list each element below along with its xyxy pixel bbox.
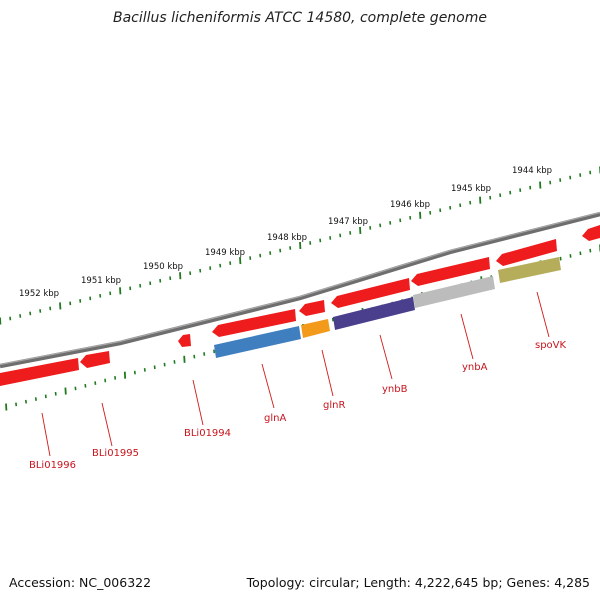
gene-upper-2[interactable] [299, 300, 325, 316]
forward-strand-genes [0, 257, 561, 386]
genome-summary-text: Topology: circular; Length: 4,222,645 bp… [246, 575, 590, 590]
gene-label-BLi01994[interactable]: BLi01994 [184, 428, 231, 439]
leader-BLi01994 [192, 379, 204, 426]
genome-backbone [0, 211, 600, 369]
gene-BLi01996-shape[interactable] [0, 358, 79, 386]
scale-label-1951: 1951 kbp [81, 276, 121, 286]
leader-glnA [261, 363, 275, 409]
scale-label-1952: 1952 kbp [19, 289, 59, 299]
outer-scale-ticks [0, 166, 600, 325]
genome-backbone-highlight [0, 211, 600, 366]
gene-label-glnA[interactable]: glnA [264, 413, 286, 424]
leader-ynbB [379, 334, 393, 380]
gene-upper-3[interactable] [331, 278, 410, 308]
reverse-strand-genes [178, 225, 600, 347]
gene-upper-4[interactable] [411, 257, 490, 286]
gene-label-spoVK[interactable]: spoVK [535, 340, 567, 351]
map-title: Bacillus licheniformis ATCC 14580, compl… [113, 10, 487, 26]
accession-text: Accession: NC_006322 [9, 575, 152, 590]
gene-label-ynbB[interactable]: ynbB [382, 384, 408, 395]
gene-ynbB-shape[interactable] [333, 297, 415, 330]
gene-blob-1[interactable] [178, 334, 191, 347]
gene-labels: BLi01996 BLi01995 BLi01994 glnA glnR ynb… [29, 340, 567, 471]
scale-label-1944: 1944 kbp [512, 166, 552, 176]
gene-BLi01995-shape[interactable] [80, 351, 110, 368]
gene-label-leaders [41, 291, 550, 457]
leader-BLi01995 [101, 402, 113, 447]
gene-upper-5[interactable] [496, 239, 557, 266]
gene-upper-6[interactable] [582, 225, 600, 241]
leader-ynbA [460, 313, 474, 360]
gene-ynbA-shape[interactable] [413, 276, 495, 308]
gene-label-glnR[interactable]: glnR [323, 400, 345, 411]
gene-label-ynbA[interactable]: ynbA [462, 362, 488, 373]
leader-spoVK [536, 291, 550, 338]
scale-label-1949: 1949 kbp [205, 248, 245, 258]
leader-glnR [321, 349, 334, 397]
leader-BLi01996 [41, 412, 51, 457]
gene-label-BLi01996[interactable]: BLi01996 [29, 460, 76, 471]
scale-label-1946: 1946 kbp [390, 200, 430, 210]
scale-labels: 1952 kbp 1951 kbp 1950 kbp 1949 kbp 1948… [19, 166, 552, 299]
gene-glnA-shape[interactable] [214, 326, 301, 358]
scale-label-1948: 1948 kbp [267, 233, 307, 243]
scale-label-1947: 1947 kbp [328, 217, 368, 227]
scale-label-1945: 1945 kbp [451, 184, 491, 194]
gene-upper-1[interactable] [212, 309, 296, 337]
gene-spoVK-shape[interactable] [498, 257, 561, 283]
scale-label-1950: 1950 kbp [143, 262, 183, 272]
gene-glnR-shape[interactable] [301, 319, 330, 338]
gene-label-BLi01995[interactable]: BLi01995 [92, 448, 139, 459]
